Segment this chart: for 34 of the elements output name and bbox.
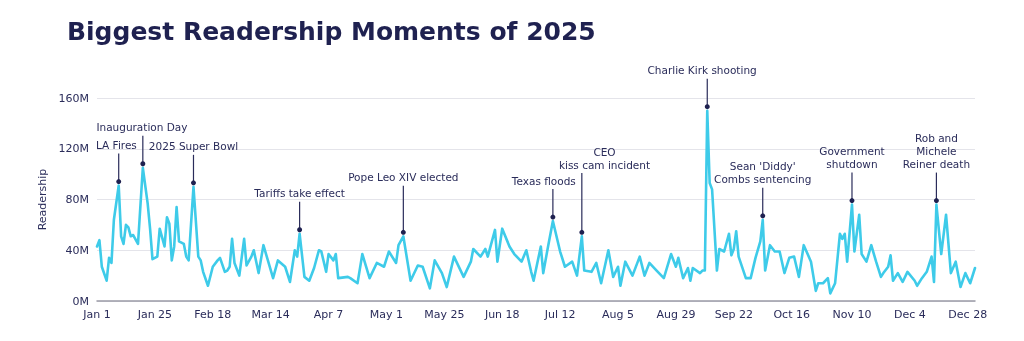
x-tick-label: Aug 5 (602, 308, 634, 321)
annotation: Rob and Michele Reiner death (902, 132, 971, 171)
x-tick-label: Dec 4 (893, 308, 926, 321)
chart-title: Biggest Readership Moments of 2025 (67, 17, 596, 46)
annotation: Tariffs take effect (253, 187, 345, 200)
y-tick-label: 80M (65, 193, 89, 206)
x-tick-label: Oct 16 (773, 308, 810, 321)
x-tick-label: Dec 28 (948, 308, 988, 321)
annotation: Pope Leo XIV elected (348, 171, 459, 184)
x-tick-label: May 25 (424, 308, 465, 321)
x-tick-label: Mar 14 (251, 308, 290, 321)
annotation: Charlie Kirk shooting (647, 64, 757, 77)
x-tick-label: Apr 7 (313, 308, 344, 321)
x-tick-label: Jul 12 (543, 308, 576, 321)
y-tick-label: 120M (58, 142, 89, 156)
y-axis-title: Readership (35, 168, 49, 231)
y-tick-label: 160M (58, 91, 89, 105)
annotation: Sean 'Diddy' Combs sentencing (714, 160, 812, 186)
x-tick-label: Nov 10 (832, 308, 872, 321)
annotation: LA Fires (96, 139, 137, 152)
annotation: Texas floods (510, 174, 576, 187)
x-tick-label: Aug 29 (656, 308, 696, 321)
x-tick-label: Sep 22 (714, 308, 753, 321)
x-tick-label: May 1 (369, 308, 404, 321)
annotation: CEO kiss cam incident (558, 145, 651, 171)
annotation: 2025 Super Bowl (148, 140, 239, 153)
x-tick-label: Jan 25 (136, 308, 173, 321)
x-tick-label: Feb 18 (194, 308, 232, 321)
annotation: Government shutdown (819, 145, 885, 171)
y-tick-label: 40M (65, 243, 89, 257)
y-tick-label: 0M (72, 294, 89, 308)
x-tick-label: Jun 18 (483, 308, 520, 321)
annotation: Inauguration Day (96, 121, 188, 134)
x-tick-label: Jan 1 (82, 308, 111, 321)
